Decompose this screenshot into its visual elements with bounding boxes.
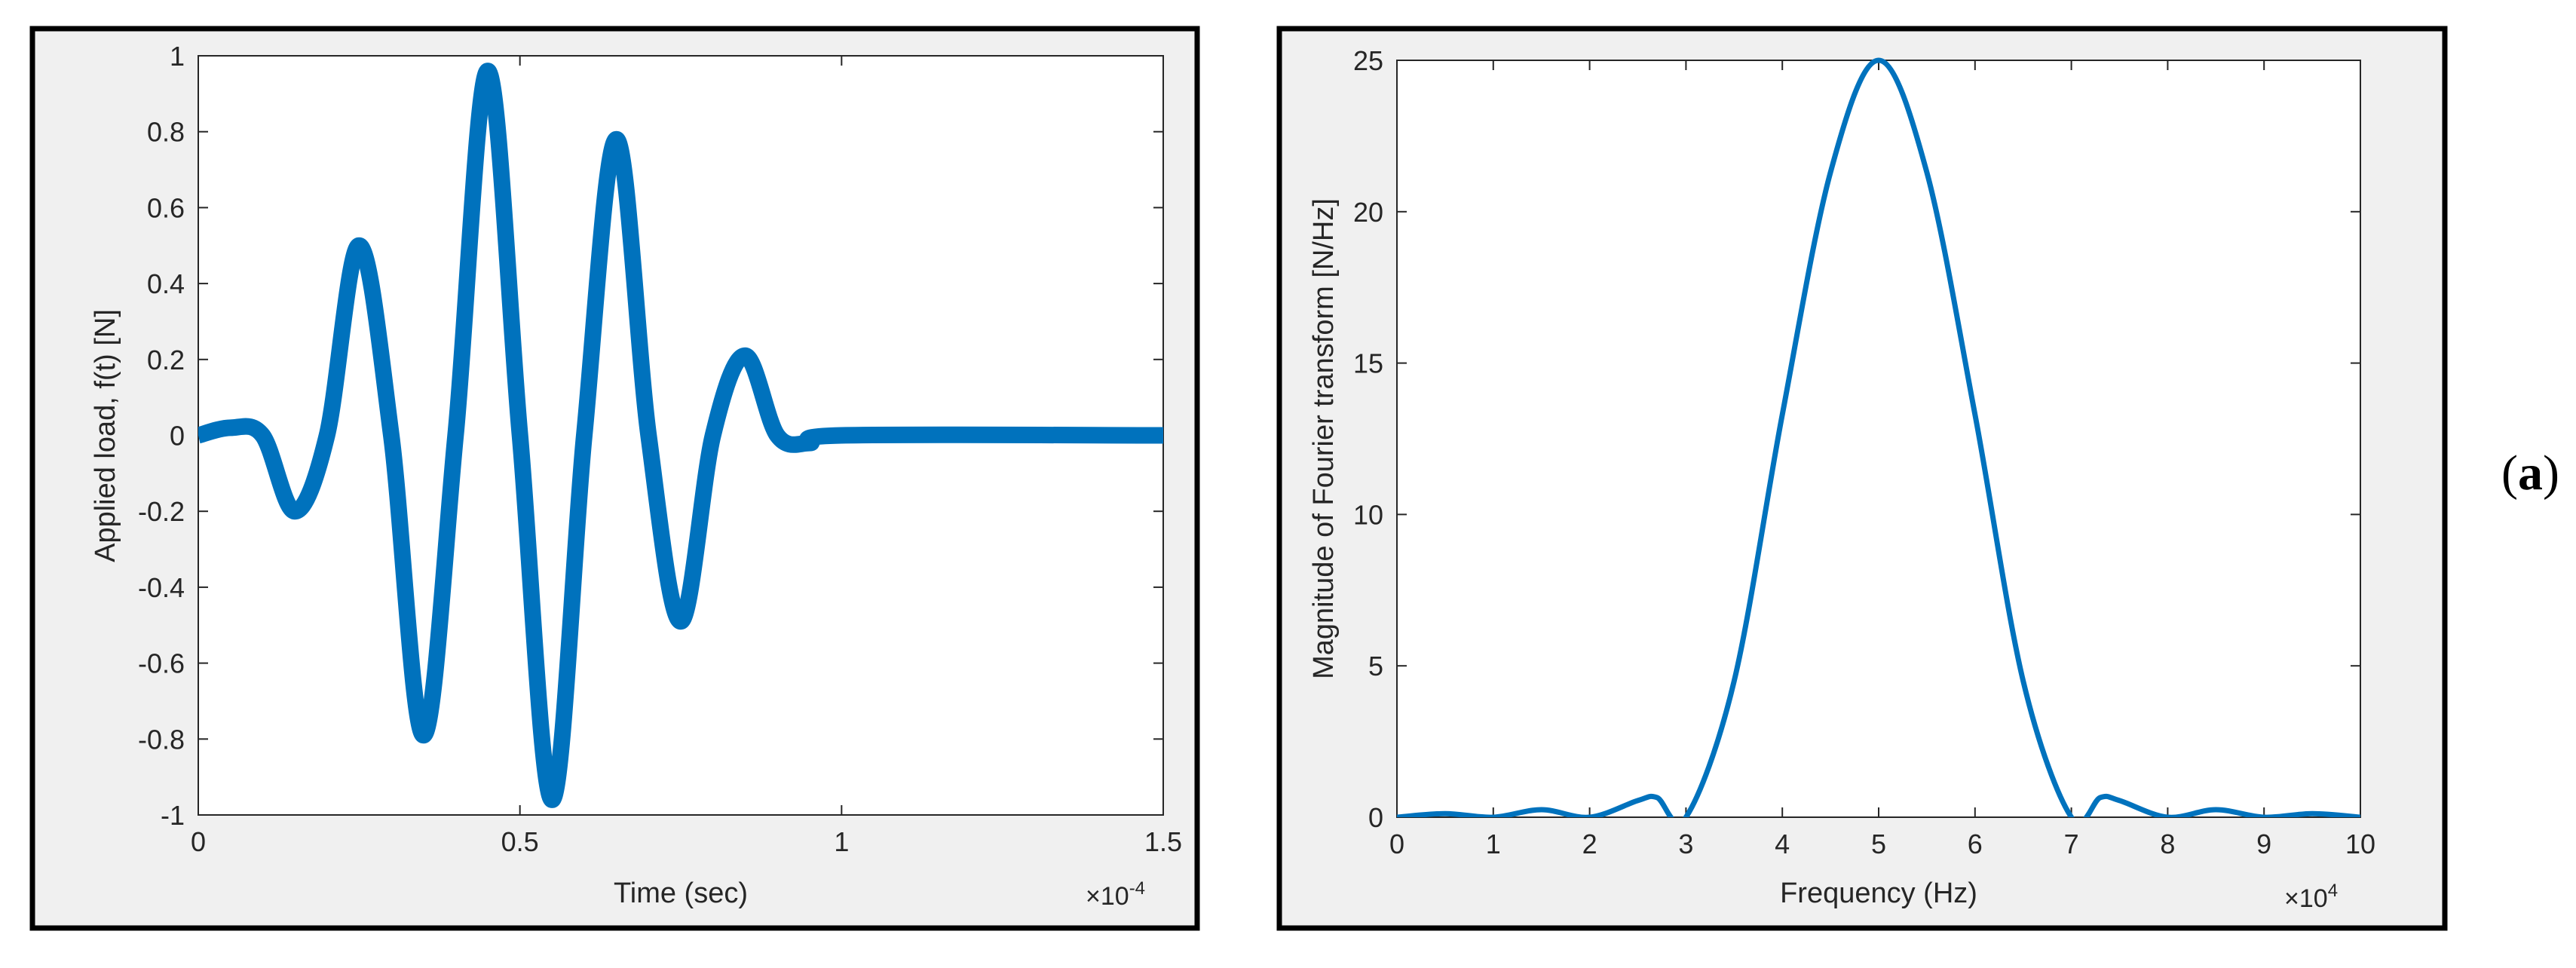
x-multiplier-right: ×104 (2284, 881, 2338, 913)
y-tick-label: 0 (1368, 802, 1383, 833)
y-tick-label: 25 (1353, 45, 1383, 76)
x-axis-label: Frequency (Hz) (1780, 878, 1977, 909)
x-tick-label: 8 (2160, 829, 2175, 859)
series-line (1397, 57, 2360, 817)
plot-area-right (1396, 60, 2361, 818)
x-tick-label: 10 (2345, 829, 2375, 859)
x-tick-label: 6 (1968, 829, 1983, 859)
y-tick-label: 0.6 (147, 192, 185, 223)
ticks-right: 0 1 2 3 4 5 6 7 8 9 10 0 5 10 15 20 25 (1353, 45, 2375, 859)
x-tick-label: 0.5 (501, 826, 539, 857)
y-tick-label: -0.8 (138, 724, 185, 755)
y-tick-label: 0.2 (147, 345, 185, 375)
x-tick-label: 3 (1678, 829, 1693, 859)
y-tick-label: 0.4 (147, 268, 185, 299)
y-tick-label: 10 (1353, 499, 1383, 530)
y-tick-label: 15 (1353, 348, 1383, 379)
y-tick-label: 0.8 (147, 117, 185, 148)
y-tick-label: 5 (1368, 651, 1383, 682)
y-tick-label: 20 (1353, 197, 1383, 228)
x-tick-label: 4 (1775, 829, 1790, 859)
x-tick-label: 1 (834, 826, 849, 857)
chart-right: 0 1 2 3 4 5 6 7 8 9 10 0 5 10 15 20 25 Frequency (Hz) Ma… (1276, 26, 2448, 931)
x-tick-label: 1 (1486, 829, 1501, 859)
y-tick-label: -0.6 (138, 648, 185, 679)
series-left (198, 63, 1163, 808)
y-tick-label: 1 (170, 41, 185, 72)
x-tick-label: 0 (1389, 829, 1404, 859)
x-tick-label: 1.5 (1144, 826, 1182, 857)
x-axis-label: Time (sec) (614, 878, 748, 909)
x-tick-label: 2 (1582, 829, 1597, 859)
chart-left: 0 0.5 1 1.5 -1 -0.8 -0.6 -0.4 -0.2 0 0.2 0.4 0.6 0.8 1… (29, 26, 1200, 931)
y-tick-label: 0 (170, 421, 185, 452)
x-tick-label: 5 (1871, 829, 1886, 859)
series-line (198, 63, 1163, 808)
y-tick-label: -1 (161, 800, 185, 831)
y-tick-label: -0.2 (138, 496, 185, 527)
y-tick-label: -0.4 (138, 572, 185, 603)
x-tick-label: 9 (2256, 829, 2271, 859)
series-right (1397, 57, 2360, 817)
ticks-left: 0 0.5 1 1.5 -1 -0.8 -0.6 -0.4 -0.2 0 0.2 0.4 0.6 0.8 1 (138, 41, 1182, 857)
x-tick-label: 7 (2064, 829, 2079, 859)
y-axis-label: Applied load, f(t) [N] (90, 309, 121, 562)
x-multiplier-left: ×10-4 (1086, 878, 1145, 911)
x-tick-label: 0 (191, 826, 206, 857)
panel-label: (a) (2501, 446, 2559, 501)
y-axis-label: Magnitude of Fourier transform [N/Hz] (1308, 198, 1340, 679)
